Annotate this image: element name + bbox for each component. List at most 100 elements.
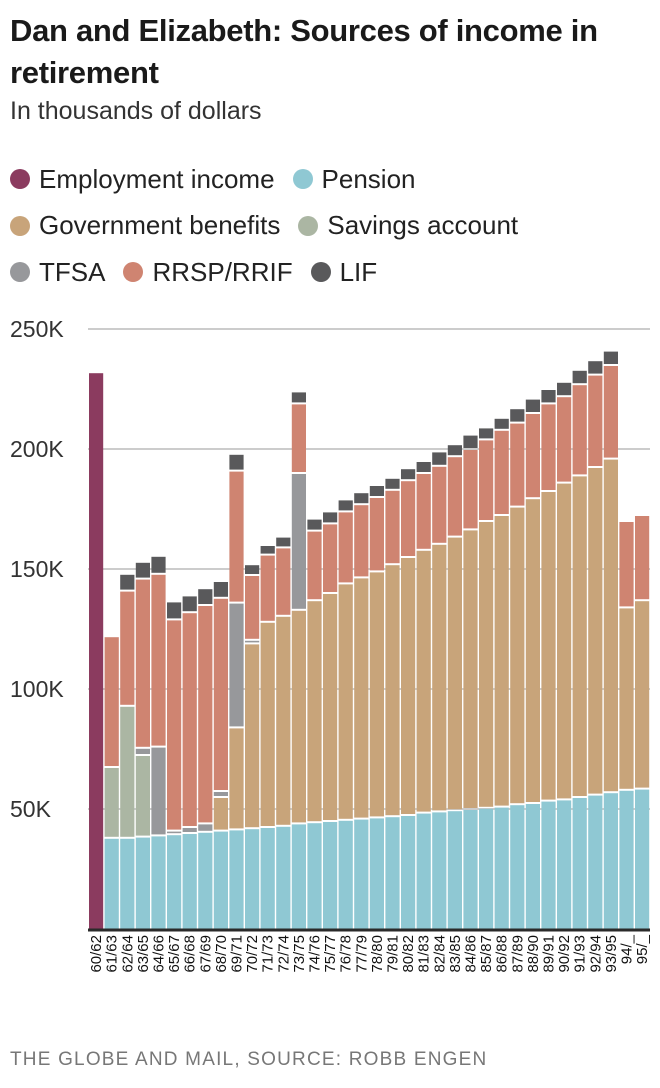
x-tick-label: 72/74: [275, 935, 292, 973]
bar-segment-rrsp-rrif: [104, 637, 119, 766]
bar-segment-pension: [541, 801, 556, 929]
bar-segment-lif: [245, 565, 260, 574]
bar-segment-savings-account: [104, 768, 119, 837]
bar-segment-rrsp-rrif: [182, 613, 197, 826]
bar-segment-rrsp-rrif: [385, 490, 400, 564]
x-tick-label: 89/91: [541, 935, 558, 973]
bar-segment-pension: [572, 798, 587, 929]
bar-segment-rrsp-rrif: [354, 505, 369, 577]
x-tick-label: 61/63: [104, 935, 121, 973]
x-tick-label: 62/64: [119, 935, 136, 973]
y-tick-label: 50K: [10, 796, 52, 822]
bar-segment-government-benefits: [635, 601, 650, 788]
bar-segment-pension: [557, 800, 572, 929]
bar-segment-government-benefits: [291, 610, 306, 823]
bar-segment-pension: [401, 816, 416, 929]
bar-segment-rrsp-rrif: [120, 591, 135, 705]
bar-segment-lif: [182, 596, 197, 612]
bar-segment-pension: [494, 807, 509, 929]
bar-segment-government-benefits: [432, 544, 447, 811]
bar-segment-pension: [447, 811, 462, 929]
bar-segment-lif: [447, 445, 462, 456]
x-tick-label: 78/80: [369, 935, 386, 973]
legend-label: Employment income: [39, 163, 275, 194]
bar-segment-pension: [463, 810, 478, 929]
bar-segment-lif: [135, 562, 150, 578]
bar-segment-pension: [323, 822, 338, 929]
bar-segment-lif: [541, 390, 556, 403]
bar-segment-lif: [510, 409, 525, 422]
bar-segment-savings-account: [120, 706, 135, 837]
bar-segment-lif: [525, 399, 540, 412]
legend-row: Government benefits Savings account: [10, 203, 650, 250]
bar-segment-government-benefits: [213, 798, 228, 830]
bar-segment-lif: [588, 361, 603, 374]
bar-segment-pension: [182, 834, 197, 929]
bar-segment-government-benefits: [245, 644, 260, 828]
bar-segment-lif: [354, 493, 369, 504]
bar-segment-pension: [167, 835, 182, 929]
bar-segment-pension: [354, 819, 369, 929]
bar-segment-pension: [510, 805, 525, 929]
bar-segment-lif: [229, 454, 244, 470]
bar-segment-government-benefits: [510, 507, 525, 804]
y-tick-label: 150K: [10, 556, 64, 582]
y-tick-label: 250K: [10, 316, 64, 342]
bar-segment-government-benefits: [354, 578, 369, 818]
x-tick-label: 73/75: [291, 935, 308, 973]
bar-segment-rrsp-rrif: [572, 385, 587, 475]
bar-segment-lif: [198, 589, 213, 604]
x-tick-label: 82/84: [431, 935, 448, 973]
bar-segment-rrsp-rrif: [557, 397, 572, 482]
bar-segment-government-benefits: [323, 594, 338, 820]
bar-segment-government-benefits: [619, 608, 634, 789]
legend-item-savings-account: Savings account: [298, 210, 518, 241]
x-tick-label: 90/92: [556, 935, 573, 973]
legend-swatch: [10, 215, 30, 236]
bar-segment-pension: [369, 818, 384, 929]
bar-segment-pension: [198, 832, 213, 929]
x-tick-label: 79/81: [385, 935, 402, 973]
bar-segment-lif: [276, 537, 291, 547]
x-tick-label: 69/71: [229, 935, 246, 973]
bar-segment-lif: [323, 512, 338, 523]
bar-segment-rrsp-rrif: [494, 430, 509, 514]
x-tick-label: 70/72: [244, 935, 261, 973]
bar-segment-savings-account: [135, 756, 150, 836]
bar-segment-rrsp-rrif: [603, 366, 618, 458]
x-tick-label: 65/67: [166, 935, 183, 973]
bar-segment-rrsp-rrif: [213, 598, 228, 790]
x-tick-label: 60/62: [88, 935, 105, 973]
x-tick-label: 81/83: [416, 935, 433, 973]
bar-segment-lif: [338, 500, 353, 511]
legend-label: RRSP/RRIF: [152, 256, 293, 287]
bar-segment-government-benefits: [479, 522, 494, 807]
x-tick-label: 88/90: [525, 935, 542, 973]
legend-row: TFSA RRSP/RRIF LIF: [10, 249, 650, 296]
bar-segment-rrsp-rrif: [276, 548, 291, 615]
bar-segment-rrsp-rrif: [307, 531, 322, 600]
x-tick-label: 80/82: [400, 935, 417, 973]
chart-subtitle: In thousands of dollars: [10, 97, 262, 125]
bar-segment-rrsp-rrif: [510, 423, 525, 506]
bar-segment-lif: [151, 556, 166, 573]
bar-segment-lif: [603, 351, 618, 364]
x-tick-label: 68/70: [213, 935, 230, 973]
bar-segment-pension: [603, 793, 618, 929]
bar-segment-rrsp-rrif: [416, 474, 431, 549]
bar-segment-pension: [135, 837, 150, 929]
x-tick-label: 67/69: [197, 935, 214, 973]
bar-segment-government-benefits: [338, 584, 353, 819]
x-tick-label: 77/79: [353, 935, 370, 973]
legend: Employment income Pension Government ben…: [10, 156, 650, 296]
bar-segment-government-benefits: [494, 516, 509, 806]
bar-segment-pension: [260, 828, 275, 929]
x-tick-label: 66/68: [182, 935, 199, 973]
bar-segment-employment-income: [89, 373, 104, 929]
bar-segment-pension: [151, 836, 166, 929]
legend-item-rrsp-rrif: RRSP/RRIF: [123, 256, 293, 288]
bar-segment-rrsp-rrif: [260, 555, 275, 621]
bar-segment-pension: [416, 813, 431, 929]
legend-item-lif: LIF: [310, 257, 377, 288]
bar-segment-lif: [291, 392, 306, 403]
